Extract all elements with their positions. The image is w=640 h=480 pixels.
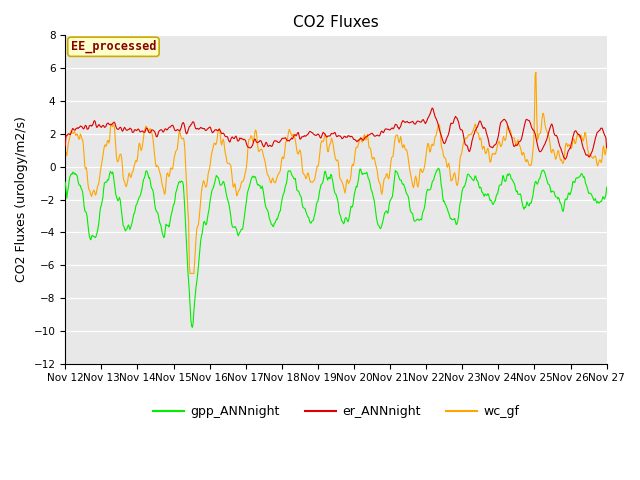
Y-axis label: CO2 Fluxes (urology/m2/s): CO2 Fluxes (urology/m2/s) xyxy=(15,117,28,282)
Title: CO2 Fluxes: CO2 Fluxes xyxy=(293,15,379,30)
Legend: gpp_ANNnight, er_ANNnight, wc_gf: gpp_ANNnight, er_ANNnight, wc_gf xyxy=(148,400,524,423)
Text: EE_processed: EE_processed xyxy=(70,40,156,53)
